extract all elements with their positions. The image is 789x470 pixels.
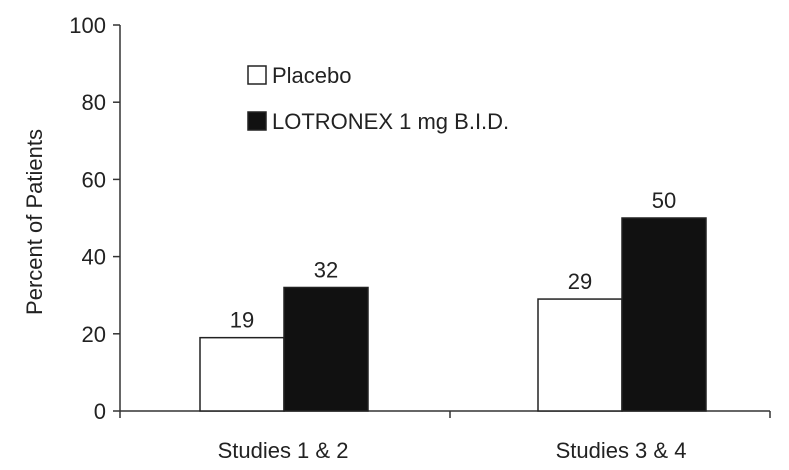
y-ticks: 0 20 40 60 80 100 (69, 13, 120, 424)
legend-label: LOTRONEX 1 mg B.I.D. (272, 109, 509, 134)
x-tick-label: Studies 1 & 2 (218, 438, 349, 463)
y-tick-label: 100 (69, 13, 106, 38)
bar (283, 286, 369, 412)
bar-value-label: 29 (568, 269, 592, 294)
y-tick-label: 0 (94, 399, 106, 424)
legend-swatch (247, 111, 267, 131)
y-tick-label: 80 (82, 90, 106, 115)
bars (199, 217, 707, 412)
legend-label: Placebo (272, 63, 352, 88)
bar-value-label: 32 (314, 257, 338, 282)
y-axis-title: Percent of Patients (22, 129, 47, 315)
y-tick-label: 20 (82, 322, 106, 347)
bar (537, 298, 623, 412)
bar (621, 217, 707, 412)
legend: Placebo LOTRONEX 1 mg B.I.D. (247, 63, 509, 134)
y-tick-label: 40 (82, 245, 106, 270)
y-axis-title-group: Percent of Patients (22, 129, 47, 315)
value-labels: 19 32 29 50 (230, 188, 676, 333)
bar-value-label: 19 (230, 308, 254, 333)
bar-value-label: 50 (652, 188, 676, 213)
bar (199, 336, 285, 412)
category-labels: Studies 1 & 2 Studies 3 & 4 (218, 438, 687, 463)
x-tick-label: Studies 3 & 4 (556, 438, 687, 463)
legend-swatch (247, 65, 267, 85)
y-tick-label: 60 (82, 167, 106, 192)
